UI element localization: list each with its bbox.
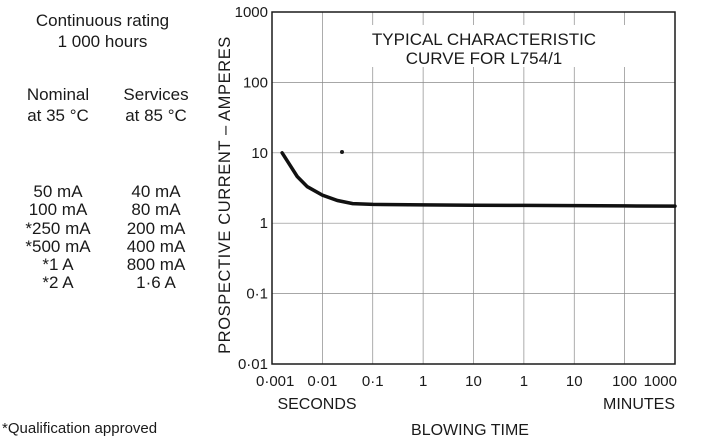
service-value: 800 mA [126, 255, 186, 275]
nominal-header-line2: at 35 °C [27, 106, 89, 125]
grid [272, 12, 675, 364]
y-tick-label: 0·1 [246, 286, 268, 303]
x-axis-label: BLOWING TIME [411, 422, 529, 439]
x-tick-label: 10 [465, 373, 482, 390]
y-tick-label: 1000 [235, 4, 268, 21]
footnote: *Qualification approved [2, 420, 158, 437]
x-tick-label: 0·01 [307, 373, 337, 390]
nominal-value: *1 A [42, 255, 74, 275]
service-values: 40 mA 80 mA 200 mA 400 mA 800 mA 1·6 A [108, 182, 204, 293]
rating-line2: 1 000 hours [57, 32, 148, 51]
nominal-value: *2 A [42, 273, 74, 293]
nominal-value: 50 mA [33, 182, 83, 201]
y-tick-label: 0·01 [238, 356, 268, 373]
x-tick-label: 10 [566, 373, 583, 390]
x-tick-labels: 0·001 0·01 0·1 1 10 1 10 100 1000 [256, 373, 677, 390]
chart-title-line1: TYPICAL CHARACTERISTIC [372, 30, 596, 49]
x-tick-label: 1 [419, 373, 427, 390]
y-axis-label: PROSPECTIVE CURRENT – AMPERES [216, 36, 234, 354]
title-box [325, 25, 643, 67]
service-header-line1: Services [123, 85, 189, 104]
characteristic-curve [280, 151, 677, 208]
x-tick-label: 1000 [644, 373, 677, 390]
service-value: 200 mA [126, 218, 186, 238]
service-value: 400 mA [126, 236, 186, 256]
nominal-values: 50 mA 100 mA *250 mA *500 mA *1 A *2 A [10, 182, 106, 293]
y-tick-label: 10 [251, 145, 268, 162]
x-tick-label: 1 [520, 373, 528, 390]
y-tick-label: 100 [243, 74, 268, 91]
nominal-value: 100 mA [28, 200, 88, 220]
y-tick-label: 1 [260, 215, 268, 232]
y-tick-labels: 0·01 0·1 1 10 100 1000 [235, 4, 268, 373]
nominal-value: *250 mA [25, 218, 91, 238]
nominal-header-line1: Nominal [26, 85, 90, 104]
service-value: 40 mA [131, 182, 181, 201]
x-tick-label: 0·001 [256, 373, 294, 390]
grid-dot [340, 150, 344, 154]
service-header-line2: at 85 °C [125, 106, 187, 125]
x-tick-label: 0·1 [362, 373, 384, 390]
rating-line1: Continuous rating [35, 11, 170, 30]
service-value: 80 mA [131, 200, 181, 220]
x-tick-label: 100 [612, 373, 637, 390]
service-value: 1·6 A [136, 273, 176, 293]
plot-frame [271, 11, 676, 365]
nominal-value: *500 mA [25, 236, 91, 256]
service-header: Services at 85 °C [108, 84, 204, 126]
x-unit-minutes: MINUTES [603, 396, 675, 413]
chart-title-line2: CURVE FOR L754/1 [406, 49, 563, 68]
nominal-header: Nominal at 35 °C [10, 84, 106, 126]
rating-block: Continuous rating 1 000 hours [0, 10, 205, 52]
x-unit-seconds: SECONDS [277, 396, 356, 413]
